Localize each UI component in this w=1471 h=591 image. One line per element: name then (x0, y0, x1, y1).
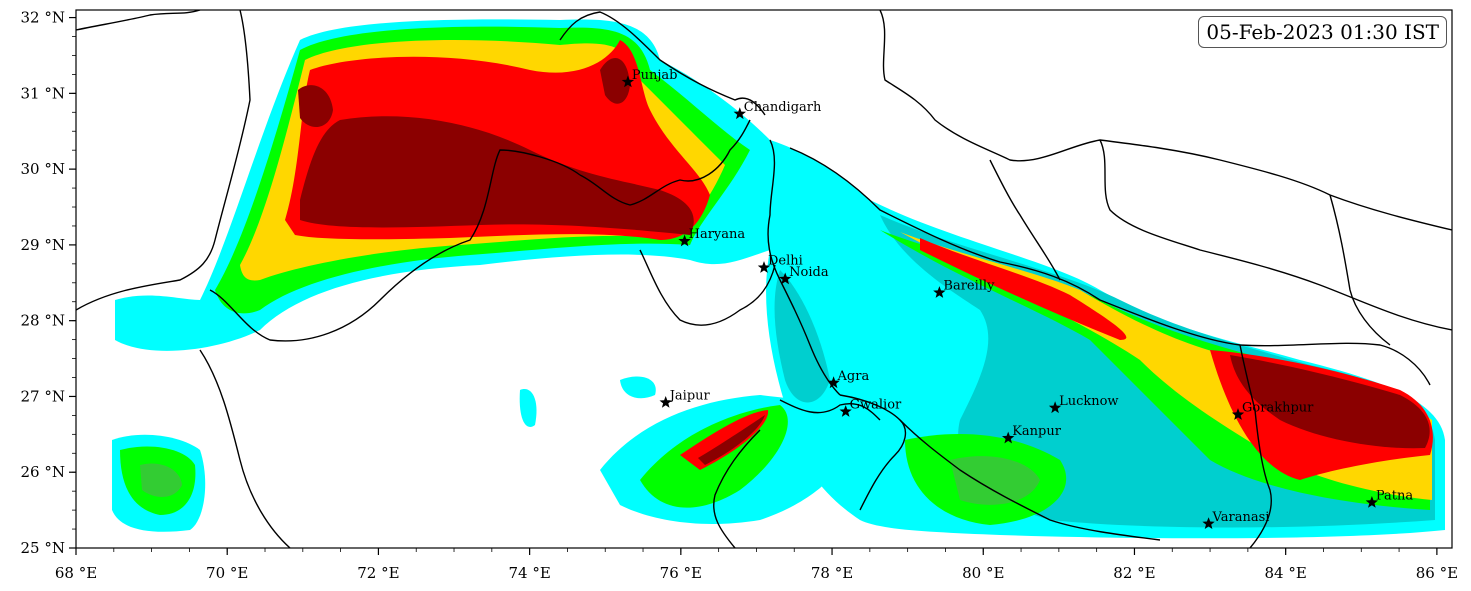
y-tick-label: 27 °N (21, 387, 65, 405)
city-label: Lucknow (1059, 394, 1119, 409)
city-star-marker (779, 272, 792, 285)
city-star-marker (757, 261, 771, 273)
y-tick-label: 31 °N (21, 84, 65, 102)
state-border-line (989, 159, 1061, 281)
state-border-line (639, 249, 776, 326)
x-tick-label: 72 °E (357, 564, 399, 582)
city-star-marker (659, 396, 672, 408)
shade-level1 (620, 376, 656, 399)
city-star-marker (1048, 401, 1062, 414)
y-tick-label: 25 °N (21, 539, 65, 557)
city-label: Punjab (632, 68, 678, 83)
city-star-marker (827, 376, 840, 389)
city-star-marker (678, 234, 691, 247)
state-border-line (899, 419, 1161, 541)
city-star-marker (733, 107, 746, 120)
city-label: Kanpur (1012, 424, 1062, 439)
city-label: Jaipur (668, 389, 711, 404)
city-star-marker (1202, 517, 1215, 529)
city-label: Haryana (689, 227, 746, 242)
y-tick-label: 32 °N (21, 9, 65, 27)
state-border-line (1329, 194, 1391, 346)
y-axis-ticks: 25 °N 26 °N 27 °N 28 °N 29 °N 30 °N 31 °N 32 °N (21, 9, 76, 557)
state-border-line (1239, 344, 1272, 548)
state-border-line (789, 147, 1431, 386)
shade-level4 (950, 456, 1040, 505)
map-axes: 68 °E 70 °E 72 °E 74 °E 76 °E 78 °E 80 °E 82 °E… (21, 9, 1459, 582)
city-label: Noida (789, 265, 829, 280)
x-tick-label: 86 °E (1416, 564, 1458, 582)
shade-level6 (920, 238, 1127, 340)
shade-level7 (298, 85, 333, 128)
shade-level1 (519, 389, 537, 427)
city-star-marker (1231, 408, 1245, 420)
state-border-line (199, 349, 291, 548)
city-star-marker (1002, 431, 1015, 444)
x-tick-label: 82 °E (1113, 564, 1155, 582)
city-star-marker (1365, 496, 1378, 508)
city-star-marker (839, 405, 852, 417)
shade-level7 (1230, 355, 1430, 449)
international-border-line (76, 10, 251, 311)
fog-shading-layer (112, 19, 1445, 539)
x-tick-label: 76 °E (660, 564, 702, 582)
y-tick-label: 30 °N (21, 160, 65, 178)
shade-level7 (600, 58, 630, 104)
x-tick-label: 68 °E (55, 564, 97, 582)
shade-level2 (774, 270, 830, 403)
state-border-line (559, 11, 766, 116)
x-tick-label: 84 °E (1265, 564, 1307, 582)
map-frame (75, 9, 1453, 549)
x-tick-label: 70 °E (206, 564, 248, 582)
international-border-line (76, 10, 201, 31)
city-label: Delhi (768, 254, 803, 269)
city-star-marker (933, 286, 946, 298)
city-label: Agra (837, 369, 870, 384)
city-label: Patna (1376, 489, 1414, 504)
state-border-line (1099, 139, 1452, 331)
city-label: Gwalior (850, 398, 902, 413)
city-label: Chandigarh (744, 100, 822, 115)
state-border-line (579, 119, 751, 206)
state-border-line (839, 394, 907, 511)
boundary-lines (76, 10, 1452, 548)
state-border-line (713, 429, 761, 548)
y-tick-label: 26 °N (21, 463, 65, 481)
state-border-line (209, 149, 581, 342)
x-tick-label: 74 °E (508, 564, 550, 582)
x-tick-label: 78 °E (811, 564, 853, 582)
city-label: Bareilly (943, 279, 995, 294)
shade-level7 (698, 415, 765, 465)
shade-level4 (140, 463, 182, 497)
city-star-marker (621, 75, 635, 88)
city-label: Gorakhpur (1242, 401, 1314, 416)
y-tick-label: 29 °N (21, 236, 65, 254)
y-tick-label: 28 °N (21, 312, 65, 330)
state-border-line (779, 399, 881, 421)
timestamp-label: 05-Feb-2023 01:30 IST (1198, 16, 1447, 48)
state-border-line (767, 139, 841, 396)
x-tick-label: 80 °E (962, 564, 1004, 582)
x-axis-ticks: 68 °E 70 °E 72 °E 74 °E 76 °E 78 °E 80 °E 82 °E… (55, 548, 1458, 582)
shade-level7 (300, 116, 694, 235)
city-label: Varanasi (1212, 510, 1270, 525)
shade-level6 (680, 410, 769, 470)
state-border-line (879, 10, 1452, 231)
